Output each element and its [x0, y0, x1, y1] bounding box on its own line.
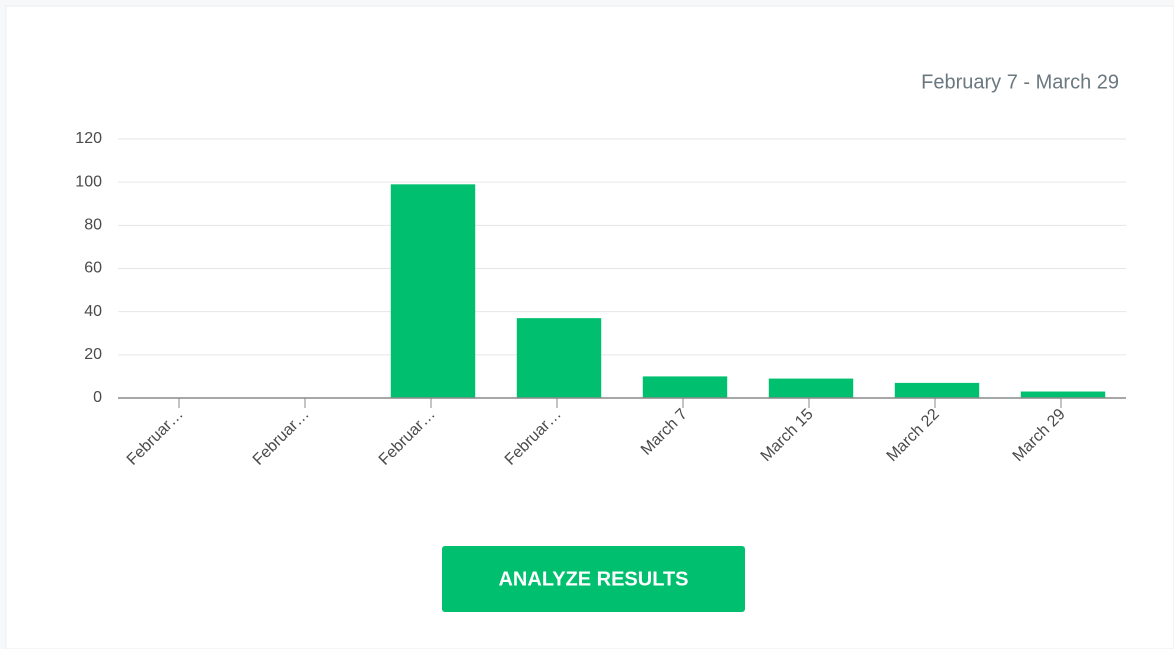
bar — [642, 376, 728, 398]
y-tick-label: 80 — [84, 217, 102, 234]
y-tick-label: 100 — [75, 173, 102, 190]
date-range: February 7 - March 29 — [921, 71, 1119, 93]
y-tick-label: 120 — [75, 130, 102, 147]
analyze-button-label[interactable]: ANALYZE RESULTS — [498, 568, 688, 590]
bar — [390, 184, 476, 398]
bar — [894, 382, 980, 398]
analyze-button[interactable] — [442, 546, 745, 612]
y-tick-label: 0 — [93, 389, 102, 406]
y-tick-label: 60 — [84, 260, 102, 277]
y-tick-label: 40 — [84, 303, 102, 320]
y-tick-label: 20 — [84, 346, 102, 363]
bar — [1020, 391, 1106, 398]
bar — [768, 378, 854, 398]
bar — [516, 318, 602, 398]
